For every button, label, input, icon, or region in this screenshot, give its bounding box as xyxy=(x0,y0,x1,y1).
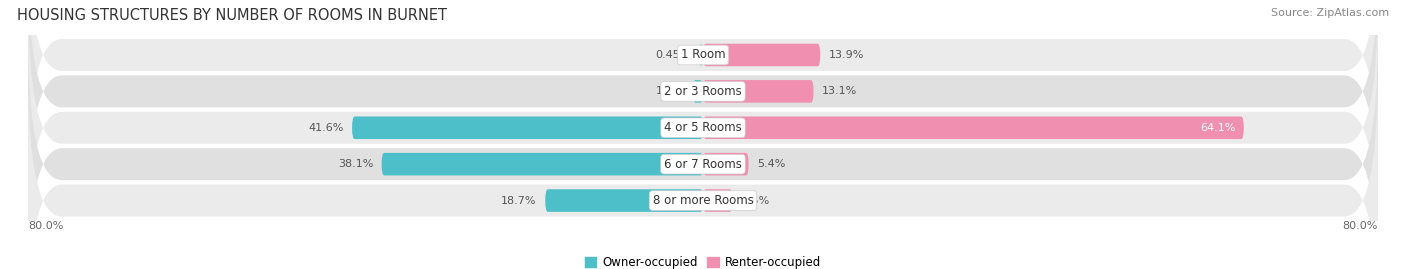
Text: 1.2%: 1.2% xyxy=(657,86,685,96)
FancyBboxPatch shape xyxy=(703,80,814,103)
Text: 5.4%: 5.4% xyxy=(756,159,786,169)
Legend: Owner-occupied, Renter-occupied: Owner-occupied, Renter-occupied xyxy=(579,252,827,269)
Text: 13.1%: 13.1% xyxy=(823,86,858,96)
Text: 13.9%: 13.9% xyxy=(828,50,865,60)
FancyBboxPatch shape xyxy=(28,0,1378,257)
Text: 3.5%: 3.5% xyxy=(741,196,769,206)
FancyBboxPatch shape xyxy=(352,116,703,139)
FancyBboxPatch shape xyxy=(28,71,1378,269)
FancyBboxPatch shape xyxy=(703,44,820,66)
Text: 80.0%: 80.0% xyxy=(28,221,63,231)
Text: Source: ZipAtlas.com: Source: ZipAtlas.com xyxy=(1271,8,1389,18)
Text: HOUSING STRUCTURES BY NUMBER OF ROOMS IN BURNET: HOUSING STRUCTURES BY NUMBER OF ROOMS IN… xyxy=(17,8,447,23)
Text: 38.1%: 38.1% xyxy=(337,159,373,169)
Text: 6 or 7 Rooms: 6 or 7 Rooms xyxy=(664,158,742,171)
Text: 18.7%: 18.7% xyxy=(502,196,537,206)
FancyBboxPatch shape xyxy=(28,0,1378,221)
FancyBboxPatch shape xyxy=(546,189,703,212)
FancyBboxPatch shape xyxy=(693,80,703,103)
FancyBboxPatch shape xyxy=(699,44,703,66)
Text: 80.0%: 80.0% xyxy=(1343,221,1378,231)
Text: 0.45%: 0.45% xyxy=(655,50,690,60)
Text: 64.1%: 64.1% xyxy=(1199,123,1236,133)
FancyBboxPatch shape xyxy=(381,153,703,175)
FancyBboxPatch shape xyxy=(703,116,1244,139)
FancyBboxPatch shape xyxy=(703,153,748,175)
FancyBboxPatch shape xyxy=(28,0,1378,185)
Text: 8 or more Rooms: 8 or more Rooms xyxy=(652,194,754,207)
Text: 1 Room: 1 Room xyxy=(681,48,725,62)
Text: 41.6%: 41.6% xyxy=(308,123,343,133)
Text: 2 or 3 Rooms: 2 or 3 Rooms xyxy=(664,85,742,98)
Text: 4 or 5 Rooms: 4 or 5 Rooms xyxy=(664,121,742,134)
FancyBboxPatch shape xyxy=(28,35,1378,269)
FancyBboxPatch shape xyxy=(703,189,733,212)
